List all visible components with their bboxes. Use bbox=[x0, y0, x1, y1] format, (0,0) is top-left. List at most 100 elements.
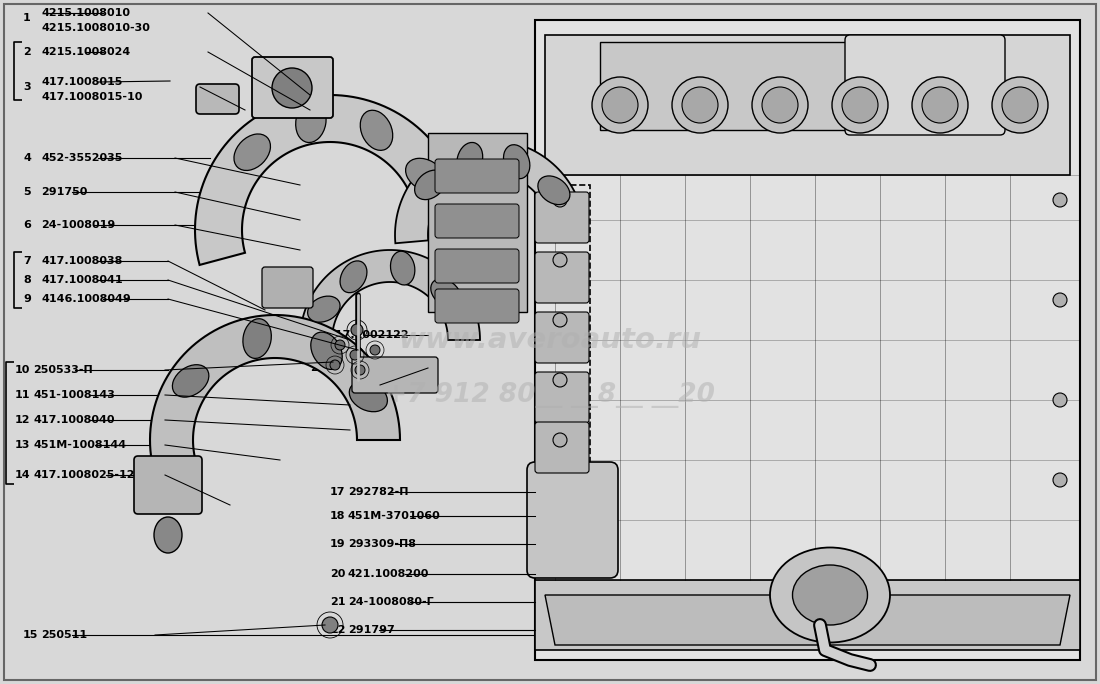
Polygon shape bbox=[535, 580, 1080, 650]
Text: 421.1008200: 421.1008200 bbox=[348, 569, 429, 579]
Text: 4215.1008024: 4215.1008024 bbox=[41, 47, 130, 57]
Text: 293309-П8: 293309-П8 bbox=[348, 539, 416, 549]
Text: 451-1008143: 451-1008143 bbox=[33, 390, 114, 400]
Circle shape bbox=[912, 77, 968, 133]
FancyBboxPatch shape bbox=[352, 357, 438, 393]
FancyBboxPatch shape bbox=[845, 35, 1005, 135]
Text: 19: 19 bbox=[330, 539, 345, 549]
Ellipse shape bbox=[350, 381, 387, 412]
Ellipse shape bbox=[456, 142, 483, 177]
Text: 1: 1 bbox=[23, 13, 31, 23]
Ellipse shape bbox=[431, 279, 461, 307]
Text: 4215.1008010: 4215.1008010 bbox=[41, 8, 130, 18]
Ellipse shape bbox=[234, 134, 271, 170]
Ellipse shape bbox=[504, 145, 530, 179]
Circle shape bbox=[330, 360, 340, 370]
FancyBboxPatch shape bbox=[535, 422, 589, 473]
Ellipse shape bbox=[154, 517, 182, 553]
Text: 10: 10 bbox=[15, 365, 31, 375]
Ellipse shape bbox=[308, 296, 340, 322]
Ellipse shape bbox=[538, 176, 570, 205]
Text: 22: 22 bbox=[330, 625, 345, 635]
Text: 417.1008015-10: 417.1008015-10 bbox=[41, 92, 142, 102]
FancyBboxPatch shape bbox=[252, 57, 333, 118]
Text: 417.1008041: 417.1008041 bbox=[41, 275, 122, 285]
FancyBboxPatch shape bbox=[134, 456, 202, 514]
Text: 4: 4 bbox=[23, 153, 31, 163]
Text: 250533-П: 250533-П bbox=[33, 365, 92, 375]
Text: 16: 16 bbox=[310, 330, 326, 340]
Ellipse shape bbox=[792, 565, 868, 625]
FancyBboxPatch shape bbox=[535, 252, 589, 303]
Text: 8: 8 bbox=[23, 275, 31, 285]
FancyBboxPatch shape bbox=[196, 84, 239, 114]
Text: 292782-П: 292782-П bbox=[348, 487, 408, 497]
FancyBboxPatch shape bbox=[434, 159, 519, 193]
Polygon shape bbox=[544, 35, 1070, 175]
Ellipse shape bbox=[296, 101, 326, 142]
Circle shape bbox=[336, 340, 345, 350]
Polygon shape bbox=[535, 20, 1080, 660]
Circle shape bbox=[553, 433, 566, 447]
FancyBboxPatch shape bbox=[535, 312, 589, 363]
Circle shape bbox=[553, 193, 566, 207]
Text: 24-1008019: 24-1008019 bbox=[41, 220, 116, 230]
Polygon shape bbox=[395, 140, 584, 244]
Text: 6: 6 bbox=[23, 220, 31, 230]
Circle shape bbox=[370, 345, 379, 355]
Circle shape bbox=[832, 77, 888, 133]
Circle shape bbox=[553, 253, 566, 267]
FancyBboxPatch shape bbox=[527, 462, 618, 578]
Circle shape bbox=[322, 617, 338, 633]
Text: 291750: 291750 bbox=[41, 187, 87, 197]
Polygon shape bbox=[544, 595, 1070, 645]
Text: 24-1008080-Г: 24-1008080-Г bbox=[348, 597, 433, 607]
Ellipse shape bbox=[361, 110, 393, 150]
Ellipse shape bbox=[243, 319, 272, 358]
Circle shape bbox=[602, 87, 638, 123]
Ellipse shape bbox=[406, 158, 444, 192]
Circle shape bbox=[1053, 293, 1067, 307]
Circle shape bbox=[672, 77, 728, 133]
Text: 20: 20 bbox=[330, 569, 345, 579]
Text: 291797: 291797 bbox=[348, 625, 395, 635]
FancyBboxPatch shape bbox=[434, 204, 519, 238]
Text: 4215.1008010-30: 4215.1008010-30 bbox=[41, 23, 150, 33]
Ellipse shape bbox=[340, 261, 367, 293]
FancyBboxPatch shape bbox=[428, 133, 527, 312]
Circle shape bbox=[762, 87, 798, 123]
Polygon shape bbox=[150, 315, 400, 483]
Text: 9: 9 bbox=[23, 294, 31, 304]
Circle shape bbox=[752, 77, 808, 133]
Text: 451М-1008144: 451М-1008144 bbox=[33, 440, 126, 450]
Polygon shape bbox=[600, 42, 980, 130]
Text: 417.1008015: 417.1008015 bbox=[41, 77, 122, 87]
Circle shape bbox=[992, 77, 1048, 133]
FancyBboxPatch shape bbox=[434, 249, 519, 283]
Text: 452-3552035: 452-3552035 bbox=[41, 153, 122, 163]
Text: 14: 14 bbox=[15, 470, 31, 480]
Circle shape bbox=[351, 324, 363, 336]
Circle shape bbox=[682, 87, 718, 123]
Ellipse shape bbox=[311, 332, 342, 369]
Text: 17: 17 bbox=[330, 487, 345, 497]
Ellipse shape bbox=[173, 365, 209, 397]
Circle shape bbox=[1053, 193, 1067, 207]
Text: 3: 3 bbox=[23, 82, 31, 92]
Text: 23: 23 bbox=[310, 363, 326, 373]
Circle shape bbox=[272, 68, 312, 108]
Circle shape bbox=[1053, 473, 1067, 487]
Ellipse shape bbox=[770, 547, 890, 642]
Circle shape bbox=[553, 313, 566, 327]
Text: 2: 2 bbox=[23, 47, 31, 57]
Text: www.averoauto.ru: www.averoauto.ru bbox=[398, 326, 702, 354]
Text: 417.1008040: 417.1008040 bbox=[33, 415, 114, 425]
Circle shape bbox=[922, 87, 958, 123]
Text: 13: 13 bbox=[15, 440, 31, 450]
Text: 7: 7 bbox=[23, 256, 31, 266]
FancyBboxPatch shape bbox=[262, 267, 314, 308]
Circle shape bbox=[1053, 393, 1067, 407]
Circle shape bbox=[350, 350, 360, 360]
Text: 12: 12 bbox=[15, 415, 31, 425]
Ellipse shape bbox=[390, 251, 415, 285]
